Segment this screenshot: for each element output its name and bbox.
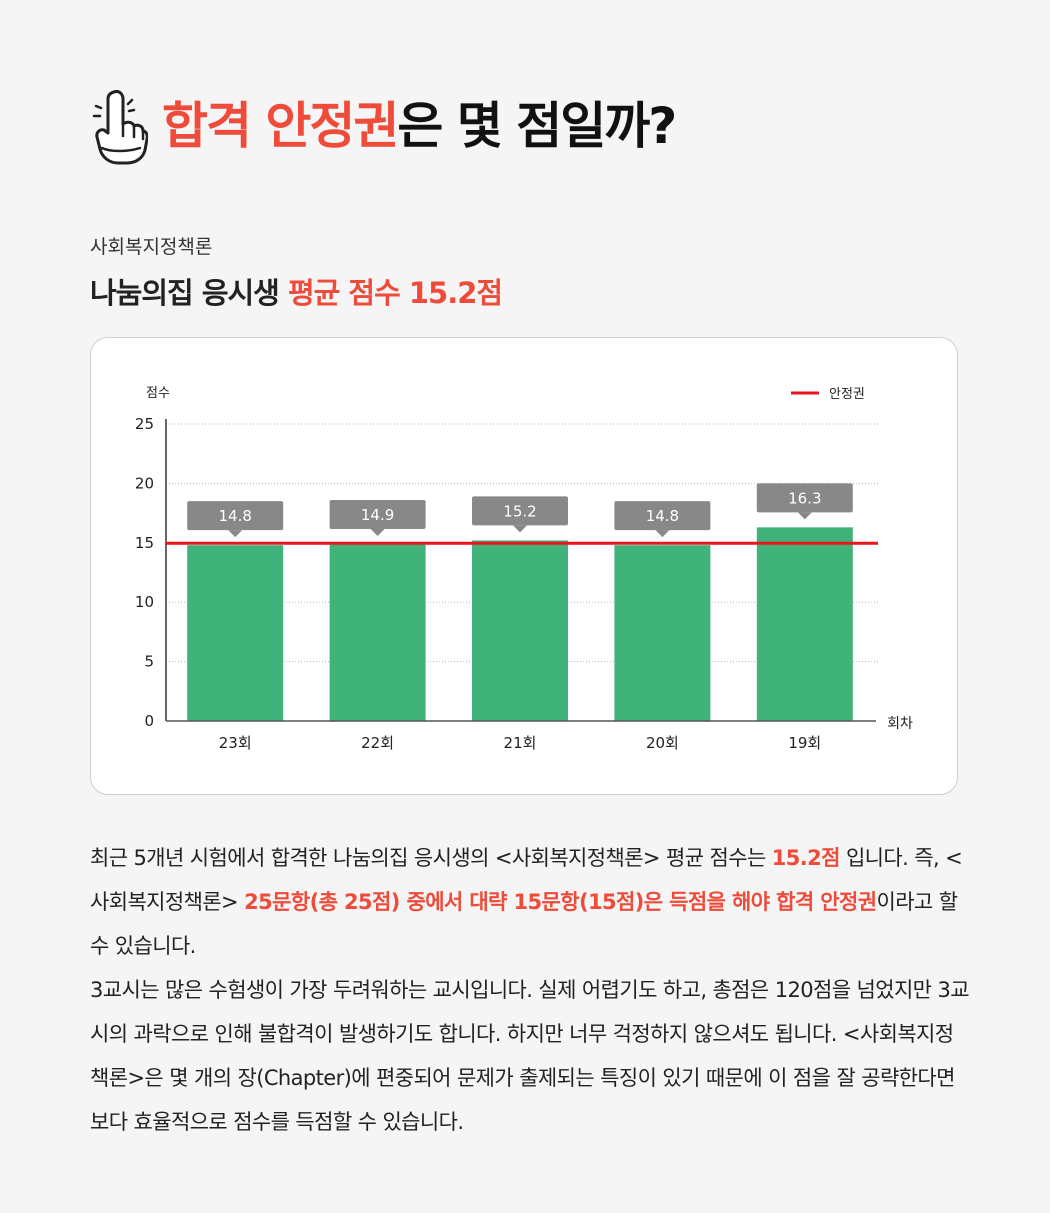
bar-1: [329, 543, 426, 721]
data-label-4: 16.3: [788, 489, 821, 507]
y-tick-label-5: 25: [135, 415, 154, 433]
x-tick-label-4: 19회: [788, 734, 821, 752]
headline-title: 합격 안정권은 몇 점일까?: [162, 101, 677, 151]
x-axis-title: 회차: [887, 716, 913, 732]
headline: 합격 안정권은 몇 점일까?: [88, 86, 677, 166]
bars: [187, 527, 853, 721]
y-tick-label-1: 5: [144, 653, 154, 671]
bar-4: [756, 527, 853, 721]
y-axis-title: 점수: [146, 386, 170, 401]
x-tick-label-3: 20회: [646, 734, 679, 752]
data-label-pointer-3: [655, 530, 670, 538]
legend: 안정권: [791, 387, 865, 402]
subhead-highlight: 평균 점수 15.2점: [287, 276, 503, 310]
bar-2: [472, 540, 568, 721]
data-label-box-4: [756, 483, 853, 513]
headline-highlight: 합격 안정권: [162, 97, 399, 155]
p1-avg-score: 15.2점: [771, 846, 841, 870]
pointing-hand-icon: [92, 90, 148, 165]
data-label-pointer-4: [797, 512, 812, 520]
axes: 0 5 10 15 20 25 23회 22회 21회 20회 19회: [135, 415, 876, 752]
x-tick-label-2: 21회: [504, 734, 537, 752]
description-paragraph-1: 최근 5개년 시험에서 합격한 나눔의집 응시생의 <사회복지정책론> 평균 점…: [90, 836, 970, 968]
p1-text-a: 최근 5개년 시험에서 합격한 나눔의집 응시생의 <사회복지정책론> 평균 점…: [90, 846, 772, 870]
chart-card: 0 5 10 15 20 25 23회 22회 21회 20회 19회 14.8 14.9 15.2 14…: [90, 337, 958, 795]
data-label-pointer-1: [370, 528, 385, 536]
subhead-part1: 나눔의집 응시생: [90, 276, 288, 310]
bar-3: [614, 545, 711, 721]
data-label-pointer-0: [228, 530, 243, 538]
bar-0: [187, 545, 284, 721]
x-tick-label-1: 22회: [361, 734, 394, 752]
y-tick-label-4: 20: [135, 474, 154, 492]
p1-text-c: 입니다. 즉, <사회복지정책론>: [90, 846, 963, 914]
data-label-box-1: [329, 499, 426, 529]
p1-text-e: 이라고 할 수 있습니다.: [90, 890, 958, 958]
y-tick-label-2: 10: [135, 593, 154, 611]
p1-highlight: 25문항(총 25점) 중에서 대략 15문항(15점)은 득점을 해야 합격 …: [244, 890, 877, 914]
data-label-1: 14.9: [361, 506, 394, 524]
data-label-0: 14.8: [218, 507, 251, 525]
data-label-box-0: [187, 501, 284, 531]
data-labels: 14.8 14.9 15.2 14.8 16.3: [166, 483, 878, 545]
data-label-3: 14.8: [646, 507, 679, 525]
data-label-pointer-2: [513, 525, 527, 533]
data-label-box-3: [614, 501, 711, 531]
description: 최근 5개년 시험에서 합격한 나눔의집 응시생의 <사회복지정책론> 평균 점…: [90, 836, 970, 1144]
x-tick-label-0: 23회: [219, 734, 252, 752]
y-tick-label-0: 0: [144, 712, 154, 730]
headline-rest: 은 몇 점일까?: [397, 97, 677, 155]
data-label-2: 15.2: [503, 502, 536, 520]
subject-label: 사회복지정책론: [90, 236, 213, 258]
data-label-box-2: [472, 496, 568, 526]
subhead-title: 나눔의집 응시생 평균 점수 15.2점: [90, 270, 503, 312]
description-paragraph-2: 3교시는 많은 수험생이 가장 두려워하는 교시입니다. 실제 어렵기도 하고,…: [90, 978, 970, 1134]
y-tick-label-3: 15: [135, 534, 154, 552]
legend-label: 안정권: [829, 387, 865, 402]
